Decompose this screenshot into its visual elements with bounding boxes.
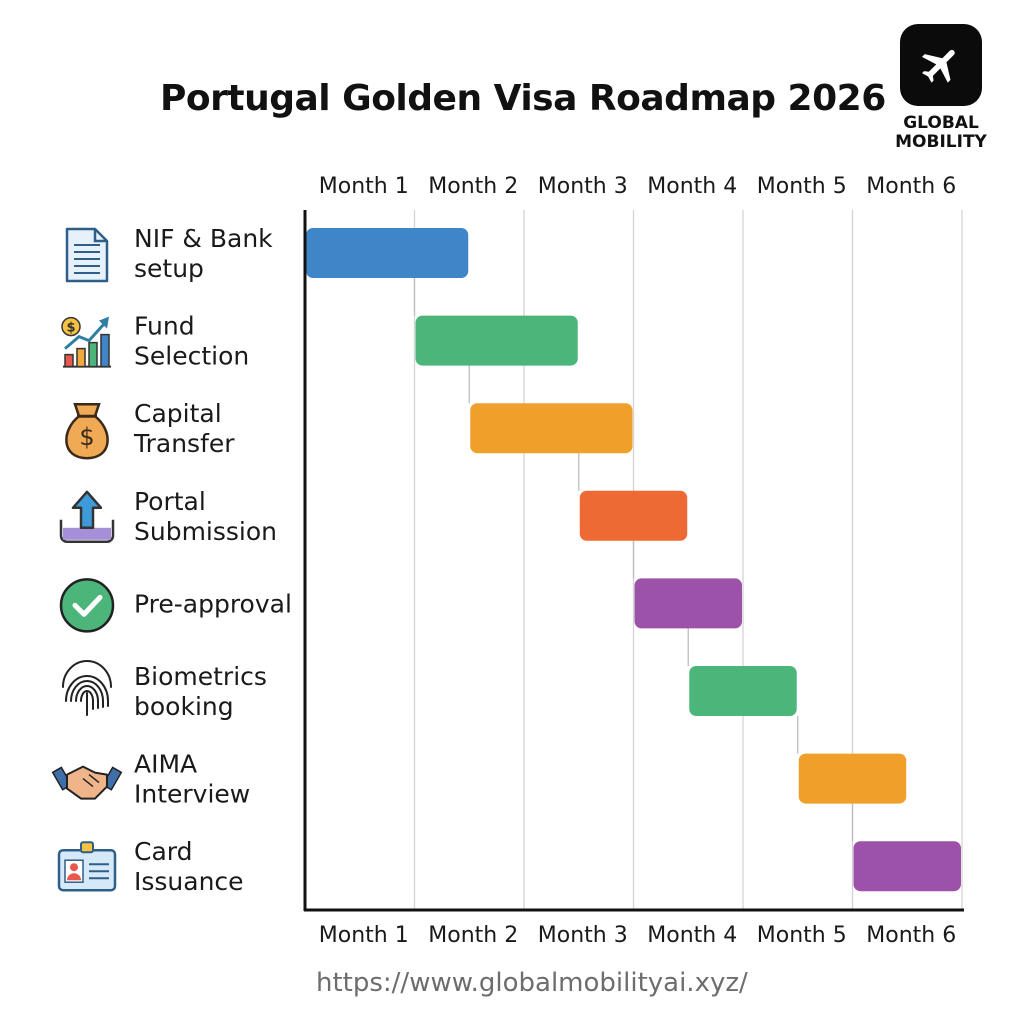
task-bar[interactable] [798,753,907,804]
task-label: Portal Submission [134,487,277,546]
task-bar[interactable] [306,228,469,278]
fingerprint-icon [62,660,112,716]
task-label: NIF & Bank setup [134,224,273,283]
task-label: Capital Transfer [133,399,235,458]
task-label: Fund Selection [134,312,249,371]
money-bag-icon: $ [65,402,109,460]
task-label: AIMA Interview [134,750,250,809]
task-bar[interactable] [853,841,962,892]
logo-line-2: MOBILITY [895,132,987,152]
svg-text:$: $ [66,321,75,336]
logo-text: GLOBAL MOBILITY [891,114,991,152]
task-label: Pre-approval [134,589,292,618]
handshake-icon [51,765,123,800]
logo-line-1: GLOBAL [903,113,979,133]
svg-text:$: $ [79,423,94,451]
column-label-bottom: Month 4 [647,923,737,948]
growth-chart-icon: $ [61,316,111,368]
column-label-top: Month 4 [647,174,737,199]
task-bar[interactable] [470,403,633,454]
column-label-top: Month 1 [319,174,409,199]
upload-icon [59,490,115,544]
column-label-bottom: Month 3 [538,923,628,948]
column-label-bottom: Month 2 [428,923,518,948]
column-label-top: Month 6 [866,174,956,199]
global-mobility-logo: GLOBAL MOBILITY [891,24,991,152]
column-label-bottom: Month 6 [866,923,956,948]
column-label-top: Month 5 [757,174,847,199]
checkmark-circle-icon [59,578,115,633]
airplane-icon [900,24,982,106]
task-bar[interactable] [579,490,688,541]
task-bar[interactable] [415,315,578,366]
task-label: Biometrics booking [134,662,267,721]
task-bar[interactable] [689,666,797,716]
task-bar[interactable] [634,578,743,629]
id-card-icon [57,841,117,892]
chart-title: Portugal Golden Visa Roadmap 2026 [160,78,886,119]
column-label-bottom: Month 1 [319,923,409,948]
column-label-top: Month 3 [538,174,628,199]
document-icon [65,227,109,283]
column-label-top: Month 2 [428,174,518,199]
task-label: Card Issuance [134,837,244,896]
source-url[interactable]: https://www.globalmobilityai.xyz/ [316,968,748,998]
column-label-bottom: Month 5 [757,923,847,948]
